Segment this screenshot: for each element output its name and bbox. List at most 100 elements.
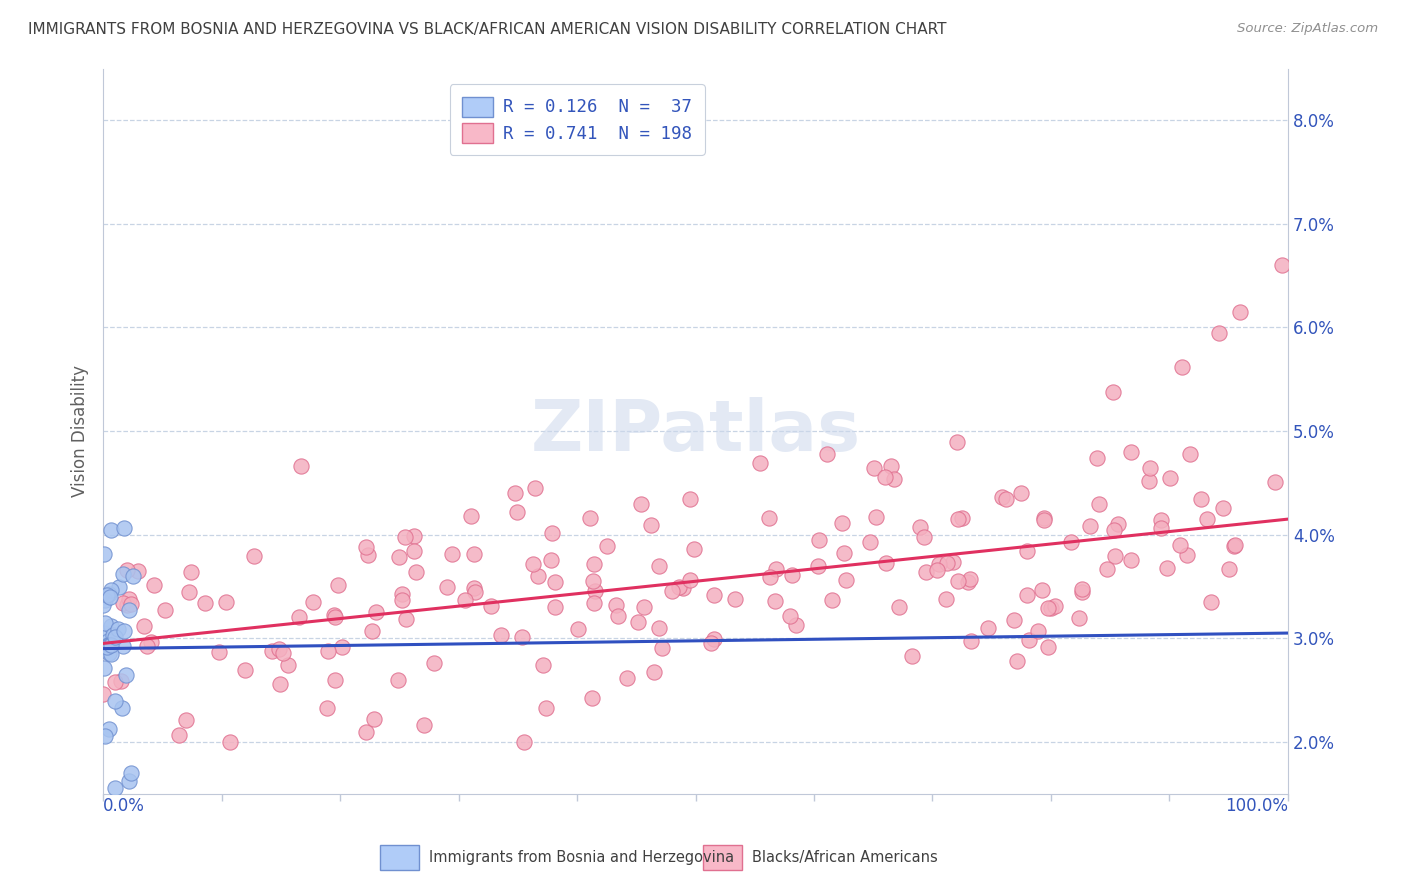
Point xyxy=(180,565,202,579)
Point xyxy=(94,729,117,743)
Point xyxy=(100,647,122,661)
Point xyxy=(651,641,673,656)
Point xyxy=(363,712,385,726)
Point xyxy=(1043,599,1066,613)
Point xyxy=(661,584,683,599)
Point xyxy=(648,621,671,635)
Point xyxy=(288,609,311,624)
Point xyxy=(758,570,780,584)
Point xyxy=(643,665,665,679)
Point xyxy=(1036,640,1059,654)
Point xyxy=(100,638,122,652)
Point xyxy=(302,595,325,609)
Point xyxy=(977,621,1000,635)
Point xyxy=(1271,258,1294,272)
Point xyxy=(1033,510,1056,524)
Point xyxy=(959,572,981,586)
Point xyxy=(1139,461,1161,475)
Point xyxy=(1168,538,1191,552)
Point xyxy=(233,663,256,677)
Point xyxy=(1071,582,1094,596)
Point xyxy=(93,661,115,675)
Point xyxy=(454,593,477,607)
Point xyxy=(540,553,562,567)
Point xyxy=(1149,521,1171,535)
Point xyxy=(395,612,418,626)
Point xyxy=(956,575,979,590)
Point xyxy=(912,530,935,544)
Point xyxy=(98,638,121,652)
Point xyxy=(1031,582,1053,597)
Point xyxy=(436,580,458,594)
Point xyxy=(91,687,114,701)
Point xyxy=(215,595,238,609)
Point xyxy=(1088,497,1111,511)
Point xyxy=(779,608,801,623)
Point xyxy=(111,596,134,610)
Point xyxy=(391,593,413,607)
Point xyxy=(946,434,969,449)
Point xyxy=(668,580,690,594)
Point xyxy=(104,781,127,796)
Point xyxy=(262,644,284,658)
Point xyxy=(269,641,291,656)
Point xyxy=(404,529,426,543)
Point xyxy=(1036,600,1059,615)
Point xyxy=(876,556,898,570)
Point xyxy=(100,582,122,597)
Point xyxy=(914,565,936,579)
Point xyxy=(1195,512,1218,526)
Point xyxy=(865,510,887,524)
Text: Blacks/African Americans: Blacks/African Americans xyxy=(752,850,938,864)
Point xyxy=(1095,562,1118,576)
Point xyxy=(136,639,159,653)
Point xyxy=(935,556,957,570)
Point xyxy=(1102,523,1125,537)
Point xyxy=(330,640,353,655)
Point xyxy=(522,558,544,572)
Point xyxy=(177,584,200,599)
Point xyxy=(491,628,513,642)
Point xyxy=(1159,470,1181,484)
Point xyxy=(534,700,557,714)
Point xyxy=(117,598,139,612)
Point xyxy=(831,516,853,530)
Point xyxy=(1121,445,1143,459)
Point xyxy=(127,564,149,578)
Point xyxy=(1218,562,1240,576)
Point xyxy=(1010,485,1032,500)
Point xyxy=(863,461,886,475)
Point xyxy=(605,599,627,613)
Point xyxy=(316,644,339,658)
Point xyxy=(807,533,830,547)
Point xyxy=(900,649,922,664)
Text: ZIPatlas: ZIPatlas xyxy=(530,397,860,466)
Point xyxy=(1078,519,1101,533)
Point xyxy=(479,599,502,613)
Point xyxy=(1150,513,1173,527)
Point xyxy=(815,447,838,461)
Point xyxy=(832,546,855,560)
Point xyxy=(749,456,772,470)
Point xyxy=(1028,624,1050,638)
Point xyxy=(765,594,787,608)
Point xyxy=(316,700,339,714)
Point xyxy=(112,624,135,639)
Point xyxy=(758,510,780,524)
Point xyxy=(460,508,482,523)
Point xyxy=(111,566,134,581)
Point xyxy=(114,667,136,681)
Point xyxy=(94,616,117,631)
Point xyxy=(640,517,662,532)
Point xyxy=(583,596,606,610)
Point xyxy=(391,586,413,600)
Point xyxy=(607,609,630,624)
Point xyxy=(1102,385,1125,400)
Point xyxy=(354,725,377,739)
Point xyxy=(207,645,229,659)
Point xyxy=(627,615,650,629)
Point xyxy=(118,603,141,617)
Point xyxy=(405,566,427,580)
Point xyxy=(1015,588,1038,602)
Point xyxy=(679,491,702,506)
